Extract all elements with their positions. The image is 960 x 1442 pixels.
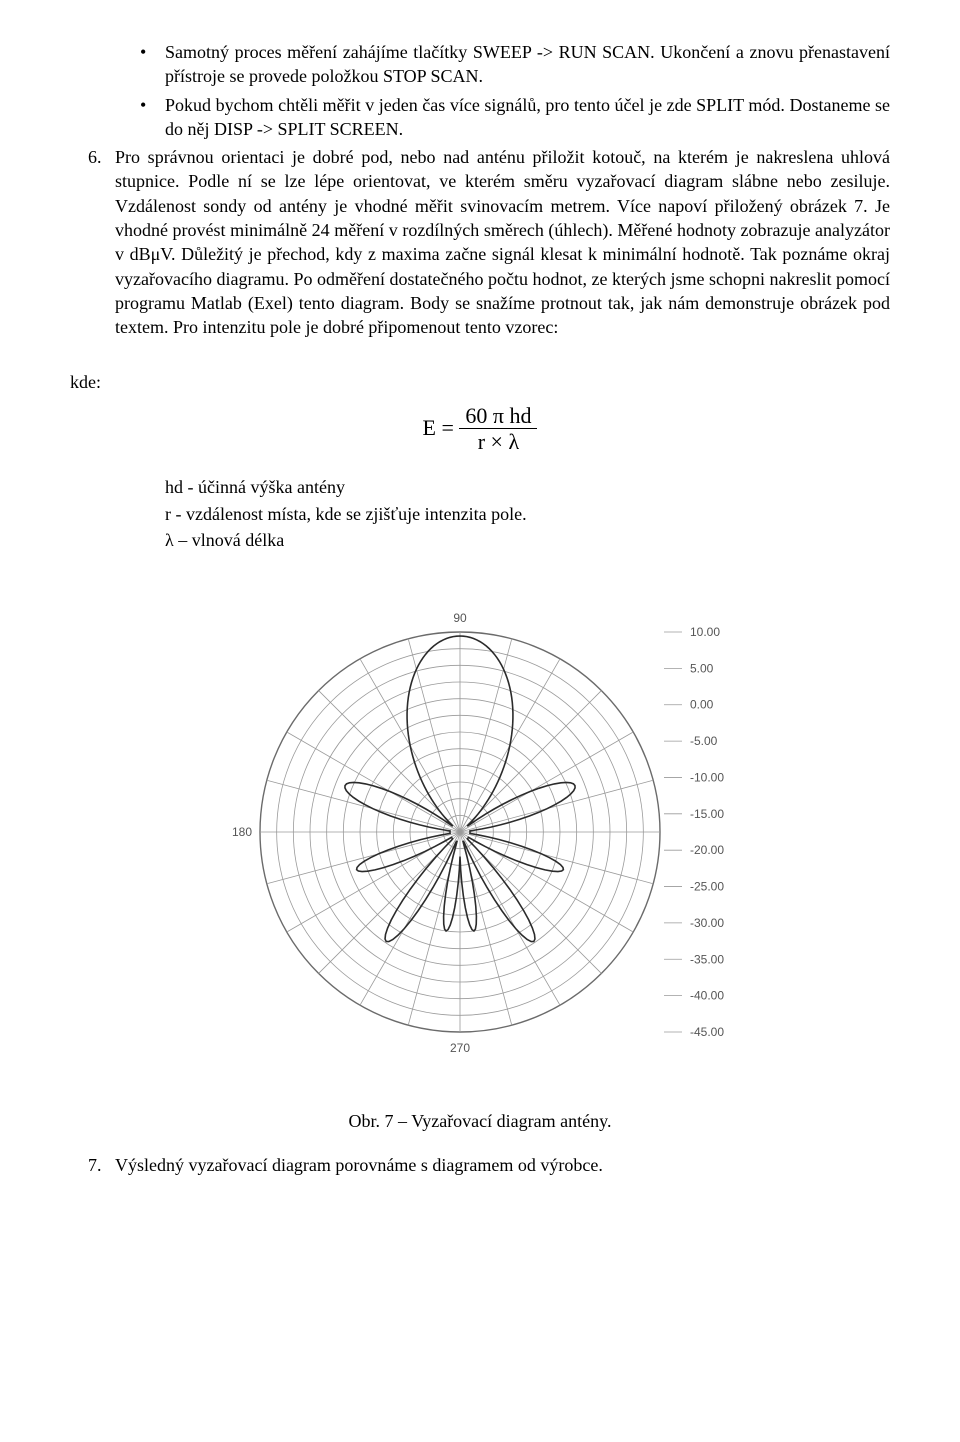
legend-line: hd - účinná výška antény xyxy=(165,475,890,499)
svg-text:90: 90 xyxy=(453,611,467,625)
kde-label: kde: xyxy=(70,370,890,394)
list-marker: 6. xyxy=(88,145,102,169)
bullet-list: Samotný proces měření zahájíme tlačítky … xyxy=(70,40,890,141)
formula-legend: hd - účinná výška antény r - vzdálenost … xyxy=(70,475,890,552)
svg-text:0.00: 0.00 xyxy=(690,698,714,712)
bullet-item: Pokud bychom chtěli měřit v jeden čas ví… xyxy=(165,93,890,142)
svg-text:-25.00: -25.00 xyxy=(690,880,724,894)
svg-text:5.00: 5.00 xyxy=(690,662,714,676)
bullet-item: Samotný proces měření zahájíme tlačítky … xyxy=(165,40,890,89)
svg-text:-45.00: -45.00 xyxy=(690,1025,724,1039)
formula-denominator: r × λ xyxy=(459,429,537,455)
formula-lhs: E = xyxy=(423,415,454,440)
svg-text:270: 270 xyxy=(450,1041,470,1055)
radiation-chart: 90 180 270 10.00 5.00 0.00 -5.00 -10.00 -15.00 -2… xyxy=(70,572,890,1098)
svg-text:-5.00: -5.00 xyxy=(690,734,718,748)
formula-fraction: 60 π hd r × λ xyxy=(459,404,537,456)
numbered-paragraph-7: 7. Výsledný vyzařovací diagram porovnáme… xyxy=(70,1153,890,1177)
svg-text:-10.00: -10.00 xyxy=(690,771,724,785)
svg-text:-40.00: -40.00 xyxy=(690,989,724,1003)
figure-caption: Obr. 7 – Vyzařovací diagram antény. xyxy=(70,1109,890,1133)
legend-line: λ – vlnová délka xyxy=(165,528,890,552)
list-marker: 7. xyxy=(88,1153,102,1177)
formula: E = 60 π hd r × λ xyxy=(70,404,890,456)
formula-numerator: 60 π hd xyxy=(459,404,537,429)
bullet-text: Samotný proces měření zahájíme tlačítky … xyxy=(165,42,890,86)
svg-text:-30.00: -30.00 xyxy=(690,916,724,930)
numbered-paragraph-6: 6. Pro správnou orientaci je dobré pod, … xyxy=(70,145,890,339)
paragraph-text: Výsledný vyzařovací diagram porovnáme s … xyxy=(115,1155,603,1175)
svg-text:180: 180 xyxy=(232,825,252,839)
legend-line: r - vzdálenost místa, kde se zjišťuje in… xyxy=(165,502,890,526)
svg-text:-35.00: -35.00 xyxy=(690,953,724,967)
svg-text:10.00: 10.00 xyxy=(690,625,720,639)
paragraph-text: Pro správnou orientaci je dobré pod, neb… xyxy=(115,147,890,337)
polar-svg: 90 180 270 10.00 5.00 0.00 -5.00 -10.00 -15.00 -2… xyxy=(200,572,760,1092)
svg-text:-15.00: -15.00 xyxy=(690,807,724,821)
svg-text:-20.00: -20.00 xyxy=(690,844,724,858)
bullet-text: Pokud bychom chtěli měřit v jeden čas ví… xyxy=(165,95,890,139)
